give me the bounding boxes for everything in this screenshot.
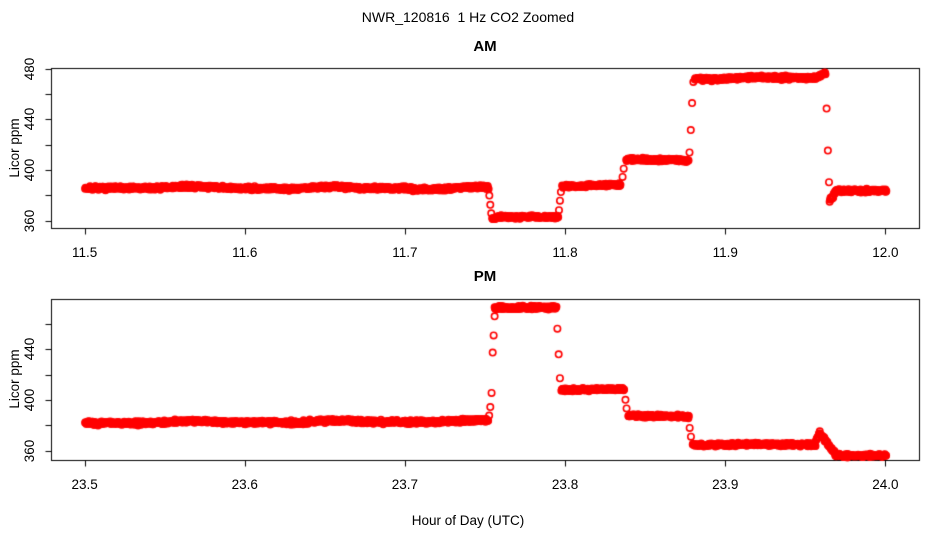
x-tick-label: 23.9 xyxy=(712,477,739,492)
x-tick-label: 23.7 xyxy=(391,477,419,492)
y-tick-label: 400 xyxy=(22,158,37,182)
y-tick-label: 440 xyxy=(22,338,37,361)
am-panel-title: AM xyxy=(473,38,497,55)
y-tick-label: 480 xyxy=(22,57,37,80)
y-tick-label: 360 xyxy=(22,209,37,232)
x-tick-label: 23.6 xyxy=(231,477,258,492)
x-tick-label: 23.5 xyxy=(71,477,98,492)
x-tick-label: 11.8 xyxy=(552,245,578,260)
x-tick-label: 11.5 xyxy=(71,245,98,260)
x-tick-label: 11.7 xyxy=(392,245,418,260)
y-tick-label: 400 xyxy=(22,388,37,412)
am-y-axis-label: Licor ppm xyxy=(7,118,22,178)
x-tick-label: 12.0 xyxy=(872,245,899,260)
pm-y-axis-label: Licor ppm xyxy=(7,349,22,409)
y-tick-label: 440 xyxy=(22,108,37,131)
x-tick-label: 11.6 xyxy=(232,245,258,260)
x-tick-label: 24.0 xyxy=(872,477,899,492)
main-title: NWR_120816 1 Hz CO2 Zoomed xyxy=(361,9,575,25)
x-tick-label: 11.9 xyxy=(712,245,738,260)
x-axis-label: Hour of Day (UTC) xyxy=(411,513,525,528)
pm-panel-title: PM xyxy=(473,268,497,285)
x-tick-label: 23.8 xyxy=(551,477,579,492)
y-tick-label: 360 xyxy=(22,439,37,463)
